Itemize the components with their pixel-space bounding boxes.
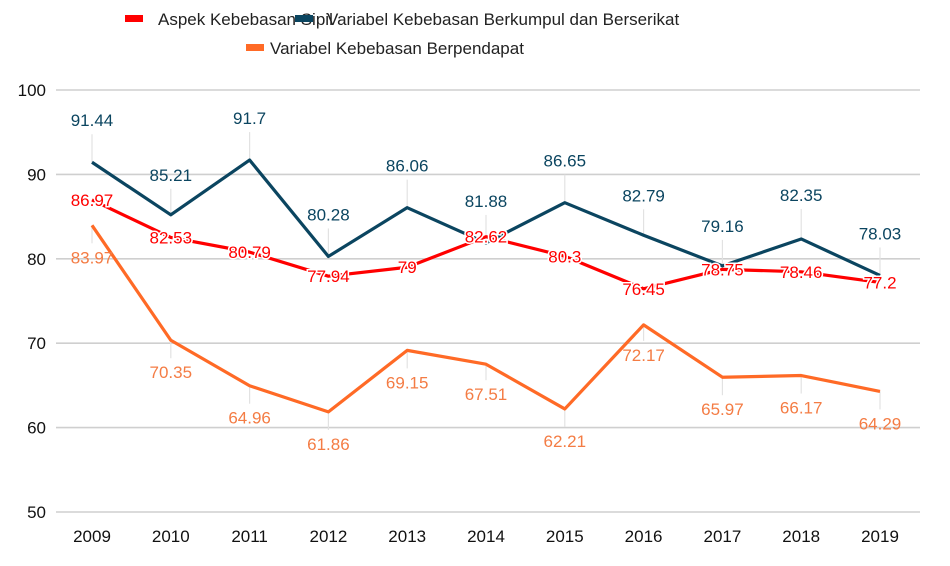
data-label: 77.94 xyxy=(307,267,350,286)
x-tick-label: 2015 xyxy=(546,527,584,546)
x-tick-label: 2018 xyxy=(782,527,820,546)
x-tick-label: 2019 xyxy=(861,527,899,546)
data-label: 72.17 xyxy=(622,346,665,365)
data-label: 65.97 xyxy=(701,400,744,419)
data-label: 69.15 xyxy=(386,373,429,392)
data-label: 80.79 xyxy=(228,243,271,262)
data-label-halo: 80.79 xyxy=(228,243,271,262)
legend-label-berpendapat: Variabel Kebebasan Berpendapat xyxy=(270,39,524,58)
label-leader-lines xyxy=(91,132,881,430)
data-label: 62.21 xyxy=(544,432,587,451)
data-label-halo: 79 xyxy=(398,258,417,277)
data-label: 82.62 xyxy=(465,228,508,247)
y-axis: 50 60 70 80 90 100 xyxy=(18,81,46,522)
data-label: 78.03 xyxy=(859,224,902,243)
legend-swatch-berpendapat xyxy=(246,44,264,51)
data-label-halo: 77.94 xyxy=(307,267,350,286)
legend-item-sipil: Aspek Kebebasan Sipil xyxy=(125,10,333,29)
x-tick-label: 2012 xyxy=(309,527,347,546)
data-label: 64.96 xyxy=(228,409,271,428)
data-label: 91.44 xyxy=(71,111,114,130)
legend: Aspek Kebebasan Sipil Variabel Kebebasan… xyxy=(125,10,679,58)
data-labels: 83.97 70.35 64.96 61.86 69.15 67.51 62.21 72.17… xyxy=(69,109,902,454)
data-label-halo: 86.97 xyxy=(71,191,114,210)
legend-label-sipil: Aspek Kebebasan Sipil xyxy=(158,10,333,29)
y-tick-label: 90 xyxy=(27,165,46,184)
x-axis: 2009 2010 2011 2012 2013 2014 2015 2016 2017 2018… xyxy=(73,527,899,546)
legend-swatch-berkumpul xyxy=(295,15,313,22)
data-label: 61.86 xyxy=(307,435,350,454)
data-label: 76.45 xyxy=(622,280,665,299)
y-tick-label: 70 xyxy=(27,334,46,353)
x-tick-label: 2009 xyxy=(73,527,111,546)
y-tick-label: 60 xyxy=(27,419,46,438)
y-tick-label: 100 xyxy=(18,81,46,100)
data-label: 64.29 xyxy=(859,414,902,433)
y-tick-label: 50 xyxy=(27,503,46,522)
data-label: 91.7 xyxy=(233,109,266,128)
legend-item-berpendapat: Variabel Kebebasan Berpendapat xyxy=(246,39,524,58)
data-label-halo: 82.53 xyxy=(150,228,193,247)
data-label: 86.97 xyxy=(71,191,114,210)
legend-item-berkumpul: Variabel Kebebasan Berkumpul dan Berseri… xyxy=(295,10,679,29)
data-label-halo: 78.75 xyxy=(701,260,744,279)
data-label: 77.2 xyxy=(863,273,896,292)
data-label: 79.16 xyxy=(701,217,744,236)
data-label: 79 xyxy=(398,258,417,277)
data-label: 70.35 xyxy=(150,363,193,382)
legend-label-berkumpul: Variabel Kebebasan Berkumpul dan Berseri… xyxy=(327,10,679,29)
data-label: 78.75 xyxy=(701,260,744,279)
data-label: 67.51 xyxy=(465,385,508,404)
data-label: 86.06 xyxy=(386,157,429,176)
data-label: 80.3 xyxy=(548,247,581,266)
data-label: 66.17 xyxy=(780,399,823,418)
x-tick-label: 2017 xyxy=(703,527,741,546)
data-label: 85.21 xyxy=(150,166,193,185)
legend-swatch-sipil xyxy=(125,15,143,22)
gridlines xyxy=(56,89,920,513)
x-tick-label: 2013 xyxy=(388,527,426,546)
x-tick-label: 2010 xyxy=(152,527,190,546)
data-label: 82.35 xyxy=(780,186,823,205)
data-label-halo: 77.2 xyxy=(863,273,896,292)
data-label-halo: 76.45 xyxy=(622,280,665,299)
data-label-halo: 82.62 xyxy=(465,228,508,247)
series-lines xyxy=(90,158,881,414)
x-tick-label: 2016 xyxy=(625,527,663,546)
x-tick-label: 2011 xyxy=(231,527,268,546)
y-tick-label: 80 xyxy=(27,250,46,269)
data-label: 82.79 xyxy=(622,186,665,205)
data-label: 83.97 xyxy=(71,248,114,267)
data-label: 82.53 xyxy=(150,228,193,247)
data-label: 78.46 xyxy=(780,263,823,282)
data-label: 86.65 xyxy=(544,152,587,171)
data-label-halo: 78.46 xyxy=(780,263,823,282)
data-label: 80.28 xyxy=(307,205,350,224)
data-label-halo: 80.3 xyxy=(548,247,581,266)
data-label: 81.88 xyxy=(465,192,508,211)
x-tick-label: 2014 xyxy=(467,527,505,546)
